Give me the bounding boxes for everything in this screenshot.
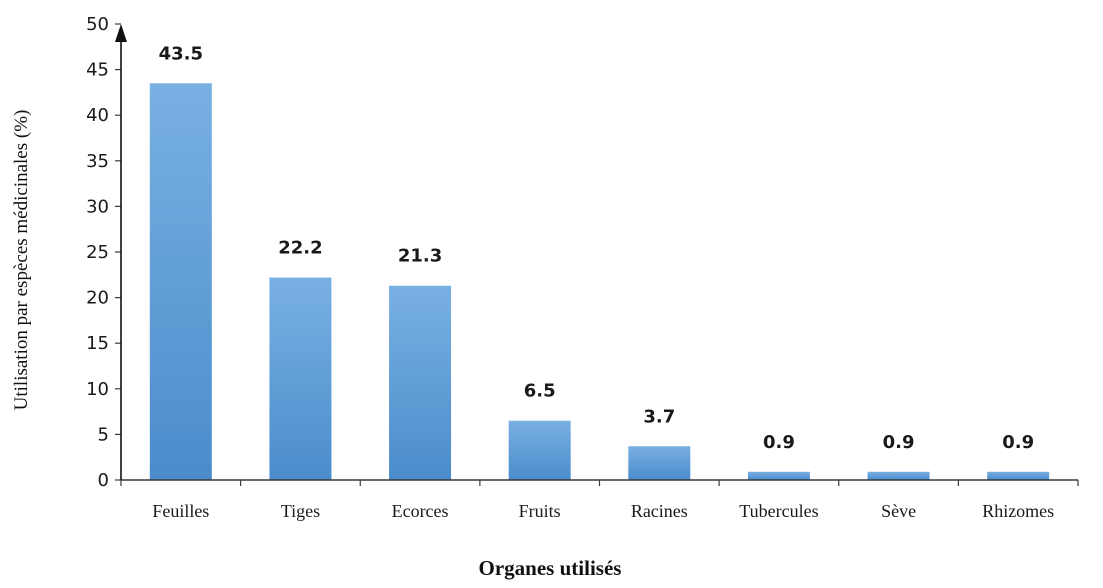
- y-tick-label: 40: [86, 105, 109, 126]
- bar: [867, 471, 930, 480]
- bar: [389, 285, 452, 480]
- x-tick-label: Ecorces: [392, 501, 449, 521]
- data-label: 0.9: [883, 432, 915, 453]
- y-tick-label: 45: [86, 60, 109, 81]
- data-label: 22.2: [278, 238, 322, 259]
- x-axis-title: Organes utilisés: [479, 556, 622, 580]
- axes-group: [115, 23, 1079, 486]
- bar: [628, 446, 691, 480]
- x-tick-label: Tubercules: [739, 501, 818, 521]
- x-tick-label: Racines: [631, 501, 688, 521]
- y-axis-title: Utilisation par espèces médicinales (%): [11, 110, 32, 411]
- y-tick-label: 50: [86, 14, 109, 35]
- data-label: 43.5: [159, 43, 203, 64]
- bar: [508, 420, 571, 480]
- bar: [987, 471, 1050, 480]
- x-tick-label: Rhizomes: [982, 501, 1054, 521]
- data-labels: 43.5 22.2 21.3 6.5 3.7 0.9 0.9 0.9: [159, 43, 1035, 453]
- y-tick-label: 0: [98, 470, 109, 491]
- bar: [747, 471, 810, 480]
- y-tick-label: 20: [86, 288, 109, 309]
- bar: [269, 277, 332, 480]
- data-label: 3.7: [643, 406, 675, 427]
- y-tick-label: 15: [86, 333, 109, 354]
- data-label: 21.3: [398, 246, 442, 267]
- bars-group: [149, 83, 1050, 480]
- x-tick-label: Fruits: [519, 501, 561, 521]
- y-tick-label: 5: [98, 424, 109, 445]
- y-tick-label: 10: [86, 379, 109, 400]
- data-label: 0.9: [763, 432, 795, 453]
- bar: [149, 83, 212, 480]
- y-axis-arrow: [115, 24, 127, 42]
- y-tick-label: 35: [86, 151, 109, 172]
- x-tick-labels: Feuilles Tiges Ecorces Fruits Racines Tubercu…: [152, 501, 1054, 521]
- y-tick-labels: 0 5 10 15 20 25 30 35 40 45 50: [86, 14, 109, 491]
- y-tick-label: 30: [86, 196, 109, 217]
- y-tick-label: 25: [86, 242, 109, 263]
- x-tick-label: Feuilles: [152, 501, 209, 521]
- data-label: 6.5: [524, 381, 556, 402]
- x-tick-label: Sève: [881, 501, 916, 521]
- data-label: 0.9: [1002, 432, 1034, 453]
- x-tick-label: Tiges: [281, 501, 320, 521]
